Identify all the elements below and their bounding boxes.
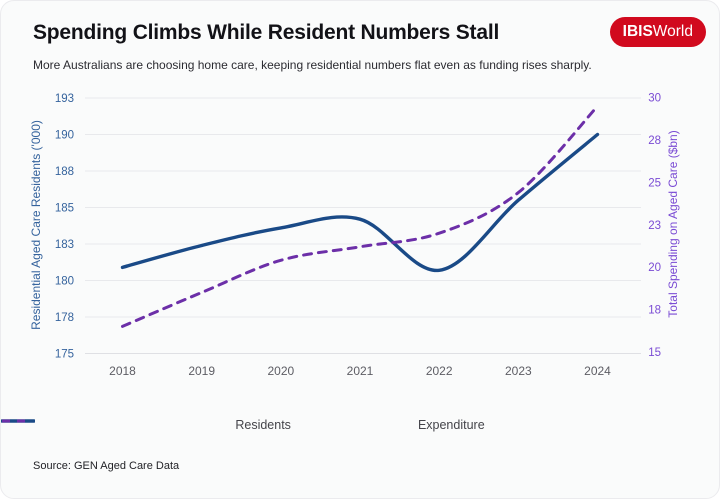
x-axis-tick-label: 2023 [505, 364, 532, 378]
legend-label-residents: Residents [235, 418, 291, 432]
left-axis-tick-label: 193 [55, 93, 74, 105]
right-axis-tick-label: 28 [648, 135, 661, 147]
x-axis-tick-label: 2024 [584, 364, 611, 378]
left-axis-tick-label: 188 [55, 166, 74, 178]
left-axis-tick-label: 175 [55, 349, 74, 361]
left-axis-tick-label: 178 [55, 312, 74, 324]
x-axis-tick-label: 2020 [267, 364, 294, 378]
right-axis-tick-label: 20 [648, 262, 661, 274]
right-axis-tick-label: 23 [648, 220, 661, 232]
left-axis-title: Residential Aged Care Residents ('000) [29, 120, 43, 330]
right-axis-tick-label: 15 [648, 347, 661, 359]
right-axis-tick-label: 25 [648, 177, 661, 189]
right-axis-tick-label: 30 [648, 93, 661, 105]
page-title: Spending Climbs While Resident Numbers S… [33, 21, 500, 44]
legend-item-residents: Residents [1, 418, 291, 432]
logo-text-regular: World [652, 23, 693, 40]
x-axis-tick-label: 2018 [109, 364, 136, 378]
x-axis-tick-label: 2022 [426, 364, 453, 378]
legend-item-expenditure: Expenditure [2, 418, 485, 432]
right-axis-tick-label: 18 [648, 304, 661, 316]
expenditure-line-series [121, 104, 599, 328]
expenditure-line-key-icon [2, 419, 30, 423]
left-axis-tick-label: 190 [55, 130, 74, 142]
chart-legend: Residents Expenditure [1, 418, 719, 432]
source-note: Source: GEN Aged Care Data [33, 460, 180, 472]
left-axis-tick-label: 183 [55, 239, 74, 251]
x-axis-tick-label: 2019 [188, 364, 215, 378]
x-axis-tick-label: 2021 [347, 364, 374, 378]
left-axis-tick-label: 185 [55, 203, 74, 215]
chart-subtitle: More Australians are choosing home care,… [33, 58, 592, 72]
logo-text-bold: IBIS [622, 23, 653, 40]
legend-label-expenditure: Expenditure [417, 418, 485, 432]
residents-line-series [120, 132, 600, 273]
ibisworld-logo: IBIS World [609, 17, 706, 47]
right-axis-title: Total Spending on Aged Care ($bn) [666, 130, 680, 317]
left-axis-tick-label: 180 [55, 276, 74, 288]
